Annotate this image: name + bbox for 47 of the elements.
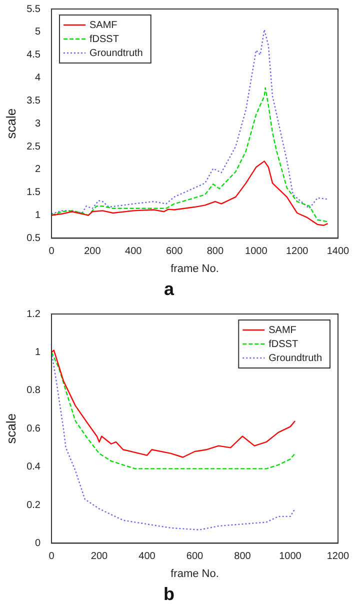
x-tick-label: 400 — [138, 550, 156, 562]
legend-label: Groundtruth — [268, 352, 322, 364]
y-tick-label: 0.8 — [26, 385, 41, 396]
x-tick-label: 600 — [166, 246, 184, 257]
legend-label: SAMF — [268, 324, 296, 336]
y-tick-label: 2.5 — [26, 141, 41, 152]
x-tick-label: 0 — [48, 246, 55, 257]
y-tick-label: 5 — [34, 26, 41, 38]
legend-label: fDSST — [90, 34, 119, 45]
line-series — [52, 87, 328, 222]
text: a — [164, 279, 175, 300]
x-tick-label: 800 — [234, 550, 252, 562]
x-tick-label: 600 — [186, 550, 204, 562]
x-tick-label: 1200 — [326, 550, 350, 562]
y-tick-label: 1 — [34, 346, 41, 358]
y-tick-label: 2 — [34, 164, 41, 176]
legend-label: Groundtruth — [90, 48, 143, 59]
x-tick-label: 400 — [125, 246, 142, 257]
y-tick-label: 3.5 — [26, 95, 41, 106]
legend-label: fDSST — [268, 338, 298, 350]
y-axis-title: scale — [3, 413, 18, 444]
x-tick-label: 1400 — [326, 246, 350, 257]
legend-label: SAMF — [90, 20, 118, 31]
x-tick-label: 1000 — [245, 246, 268, 257]
text: b — [164, 584, 174, 604]
y-tick-label: 3 — [34, 118, 41, 130]
y-tick-label: 1.5 — [26, 187, 41, 198]
x-tick-label: 200 — [84, 246, 102, 257]
x-tick-label: 200 — [90, 550, 108, 562]
y-tick-label: 1.2 — [26, 308, 41, 320]
y-tick-label: 0.6 — [26, 423, 41, 434]
y-tick-label: 4.5 — [26, 50, 41, 61]
y-tick-label: 5.5 — [26, 4, 41, 15]
x-tick-label: 800 — [206, 246, 224, 257]
x-tick-label: 0 — [48, 550, 55, 562]
x-tick-label: 1200 — [286, 246, 309, 257]
y-axis-title: scale — [3, 108, 18, 139]
x-axis-title: frame No. — [170, 568, 219, 580]
y-tick-label: 0.5 — [26, 232, 41, 244]
x-axis-title: frame No. — [170, 262, 219, 275]
y-tick-label: 0.2 — [26, 500, 41, 511]
x-tick-label: 1000 — [279, 550, 302, 562]
y-tick-label: 4 — [34, 72, 41, 84]
y-tick-label: 0.4 — [26, 462, 41, 473]
y-tick-label: 1 — [34, 210, 41, 222]
y-tick-label: 0 — [34, 538, 41, 549]
line-series — [52, 29, 328, 215]
